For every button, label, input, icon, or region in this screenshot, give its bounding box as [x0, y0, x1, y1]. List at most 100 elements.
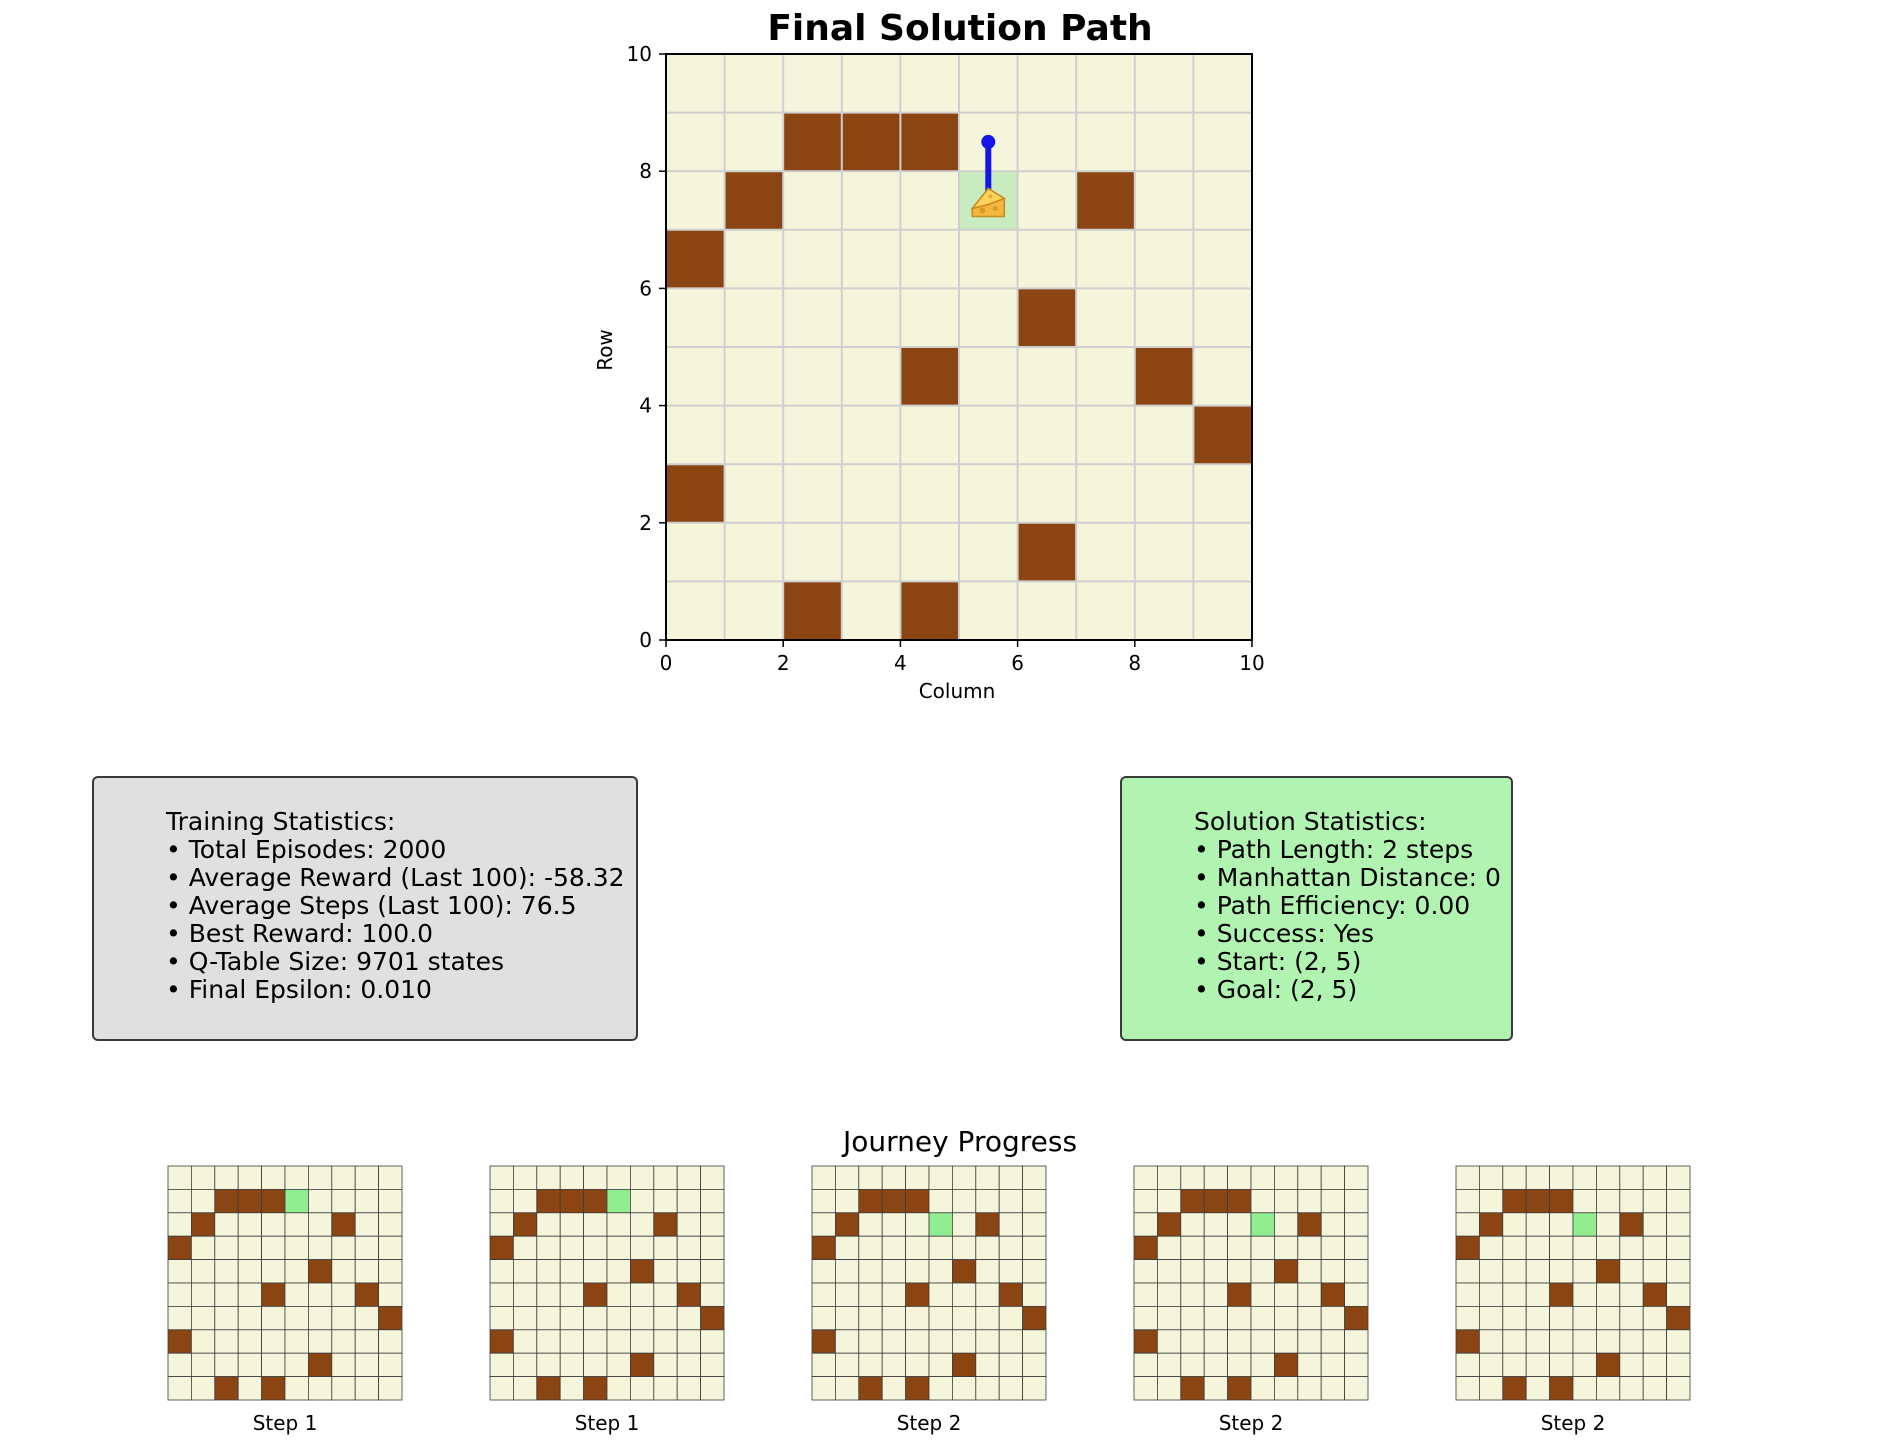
mini-cell [237, 1165, 262, 1190]
mini-cell [1320, 1376, 1345, 1401]
mini-cell [700, 1212, 725, 1237]
mini-cell [331, 1235, 356, 1260]
mini-cell [1479, 1235, 1504, 1260]
mini-cell [378, 1165, 403, 1190]
mini-cell [1022, 1282, 1047, 1307]
cheese-icon [970, 187, 1006, 218]
mini-cell [653, 1352, 678, 1377]
mini-cell [1525, 1282, 1550, 1307]
wall-cell [841, 112, 901, 172]
mini-cell [1502, 1282, 1527, 1307]
mini-wall-cell [489, 1329, 514, 1354]
mini-cell [583, 1259, 608, 1284]
mini-wall-cell [583, 1189, 608, 1214]
mini-cell [1502, 1329, 1527, 1354]
solution-stat-line: • Start: (2, 5) [1194, 947, 1362, 976]
mini-cell [1133, 1376, 1158, 1401]
grid-cell [1193, 464, 1252, 523]
grid-cell [1017, 171, 1077, 230]
grid-cell [666, 405, 725, 465]
mini-current-cell [1572, 1212, 1597, 1237]
mini-cell [811, 1259, 836, 1284]
mini-cell [1596, 1329, 1621, 1354]
mini-cell [1250, 1282, 1275, 1307]
grid-cell [1134, 288, 1194, 347]
mini-cell [881, 1329, 907, 1354]
grid-cell [783, 171, 842, 230]
mini-cell [214, 1329, 239, 1354]
mini-cell [284, 1282, 309, 1307]
mini-cell [975, 1165, 1000, 1190]
grid-cell [841, 464, 901, 523]
mini-cell [513, 1376, 538, 1401]
mini-cell [676, 1259, 702, 1284]
mini-cell [167, 1376, 192, 1401]
mini-cell [1133, 1189, 1158, 1214]
mini-wall-cell [190, 1212, 216, 1237]
mini-cell [237, 1376, 262, 1401]
mini-cell [1525, 1235, 1550, 1260]
mini-cell [1666, 1189, 1691, 1214]
mini-cell [1320, 1235, 1345, 1260]
mini-cell [1297, 1282, 1322, 1307]
y-tick-label: 10 [627, 42, 652, 66]
training-stat-line: • Average Steps (Last 100): 76.5 [166, 891, 577, 920]
mini-cell [952, 1329, 977, 1354]
grid-cell [841, 405, 901, 465]
mini-cell [1320, 1259, 1345, 1284]
mini-cell [1203, 1305, 1228, 1331]
grid-cell [1134, 229, 1194, 289]
mini-cell [1133, 1352, 1158, 1377]
mini-cell [998, 1259, 1024, 1284]
solution-stat-line: • Manhattan Distance: 0 [1194, 863, 1501, 892]
mini-cell [835, 1376, 860, 1401]
mini-cell [1502, 1352, 1527, 1377]
training-stat-line: • Final Epsilon: 0.010 [166, 975, 432, 1004]
journey-step-label: Step 1 [253, 1411, 318, 1435]
mini-cell [1479, 1329, 1504, 1354]
wall-cell [900, 347, 959, 406]
mini-cell [676, 1352, 702, 1377]
mini-wall-cell [1133, 1235, 1158, 1260]
grid-cell [783, 522, 842, 582]
mini-cell [1455, 1259, 1480, 1284]
journey-step-panel: Step 2 [1133, 1165, 1369, 1435]
mini-cell [1157, 1376, 1182, 1401]
mini-cell [307, 1189, 333, 1214]
mini-cell [331, 1305, 356, 1331]
mini-cell [378, 1329, 403, 1354]
mini-cell [835, 1259, 860, 1284]
mini-cell [583, 1235, 608, 1260]
mini-wall-cell [811, 1235, 836, 1260]
wall-cell [900, 581, 959, 640]
mini-cell [1320, 1305, 1345, 1331]
mini-cell [1572, 1282, 1597, 1307]
mini-cell [676, 1165, 702, 1190]
mini-cell [378, 1282, 403, 1307]
mini-cell [559, 1282, 585, 1307]
grid-cell [959, 405, 1018, 465]
grid-cell [724, 54, 784, 113]
mini-cell [1619, 1352, 1644, 1377]
mini-cell [1203, 1235, 1228, 1260]
mini-cell [1250, 1352, 1275, 1377]
grid-cell [1076, 464, 1135, 523]
mini-cell [307, 1165, 333, 1190]
mini-cell [1666, 1212, 1691, 1237]
grid-cell [841, 229, 901, 289]
mini-wall-cell [881, 1189, 907, 1214]
mini-cell [1525, 1259, 1550, 1284]
mini-cell [1344, 1259, 1369, 1284]
mini-wall-cell [354, 1282, 380, 1307]
mini-cell [331, 1376, 356, 1401]
grid-cell [959, 581, 1018, 640]
mini-cell [1479, 1189, 1504, 1214]
mini-cell [1455, 1305, 1480, 1331]
mini-cell [1642, 1165, 1667, 1190]
mini-cell [214, 1259, 239, 1284]
mini-cell [190, 1352, 216, 1377]
mini-cell [676, 1305, 702, 1331]
grid-cell [1017, 54, 1077, 113]
mini-cell [606, 1259, 631, 1284]
mini-cell [378, 1235, 403, 1260]
